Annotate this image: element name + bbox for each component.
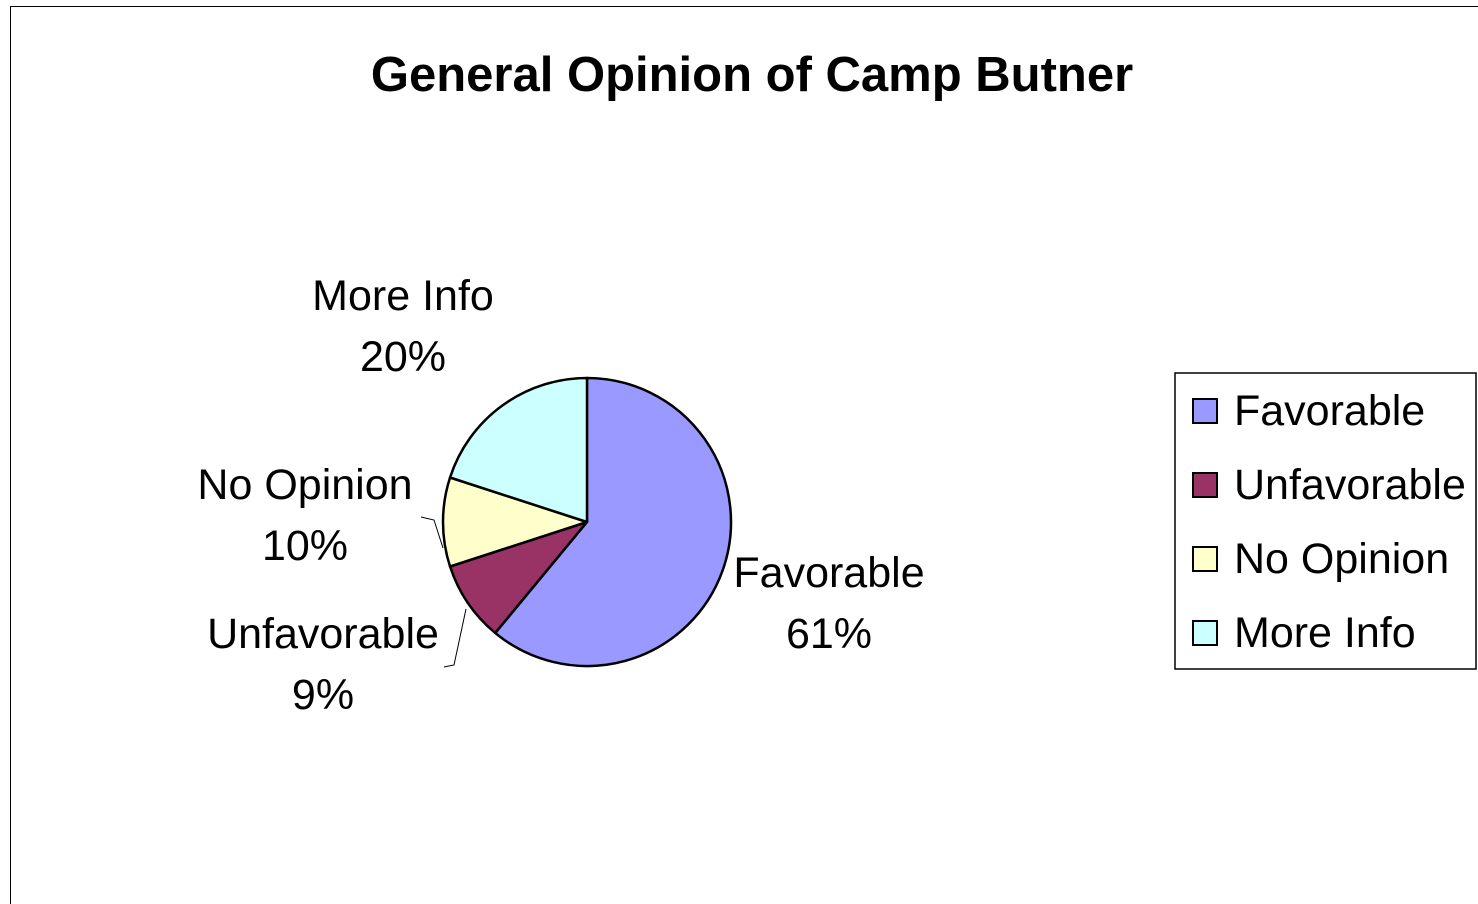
data-label-value-more-info: 20% [360, 333, 446, 381]
data-label-name-unfavorable: Unfavorable [207, 610, 439, 658]
data-label-name-no-opinion: No Opinion [197, 461, 412, 509]
data-labels: Favorable 61% Unfavorable 9% No Opinion 10% Mo… [197, 272, 924, 719]
legend: Favorable Unfavorable No Opinion More Info [1174, 372, 1477, 670]
legend-swatch-no-opinion [1192, 546, 1218, 572]
legend-swatch-more-info [1192, 620, 1218, 646]
legend-label-unfavorable: Unfavorable [1234, 461, 1466, 509]
legend-box [1174, 372, 1477, 670]
data-label-name-favorable: Favorable [733, 549, 924, 597]
pie-slice-favorable [493, 376, 733, 668]
leader-line-no-opinion [420, 516, 444, 549]
chart-title: General Opinion of Camp Butner [371, 48, 1133, 102]
data-label-name-more-info: More Info [312, 272, 494, 320]
pie-slices [441, 376, 733, 668]
legend-swatch-favorable [1192, 398, 1218, 424]
pie-slice-unfavorable [448, 520, 589, 635]
pie-slice-more-info [448, 376, 589, 524]
legend-label-more-info: More Info [1234, 609, 1416, 657]
data-label-value-favorable: 61% [786, 610, 872, 658]
legend-swatch-unfavorable [1192, 472, 1218, 498]
legend-label-no-opinion: No Opinion [1234, 535, 1449, 583]
legend-label-favorable: Favorable [1234, 387, 1425, 435]
pie-slice-no-opinion [441, 476, 589, 568]
leader-line-unfavorable [443, 608, 467, 668]
data-label-value-no-opinion: 10% [262, 522, 348, 570]
data-label-value-unfavorable: 9% [292, 671, 354, 719]
